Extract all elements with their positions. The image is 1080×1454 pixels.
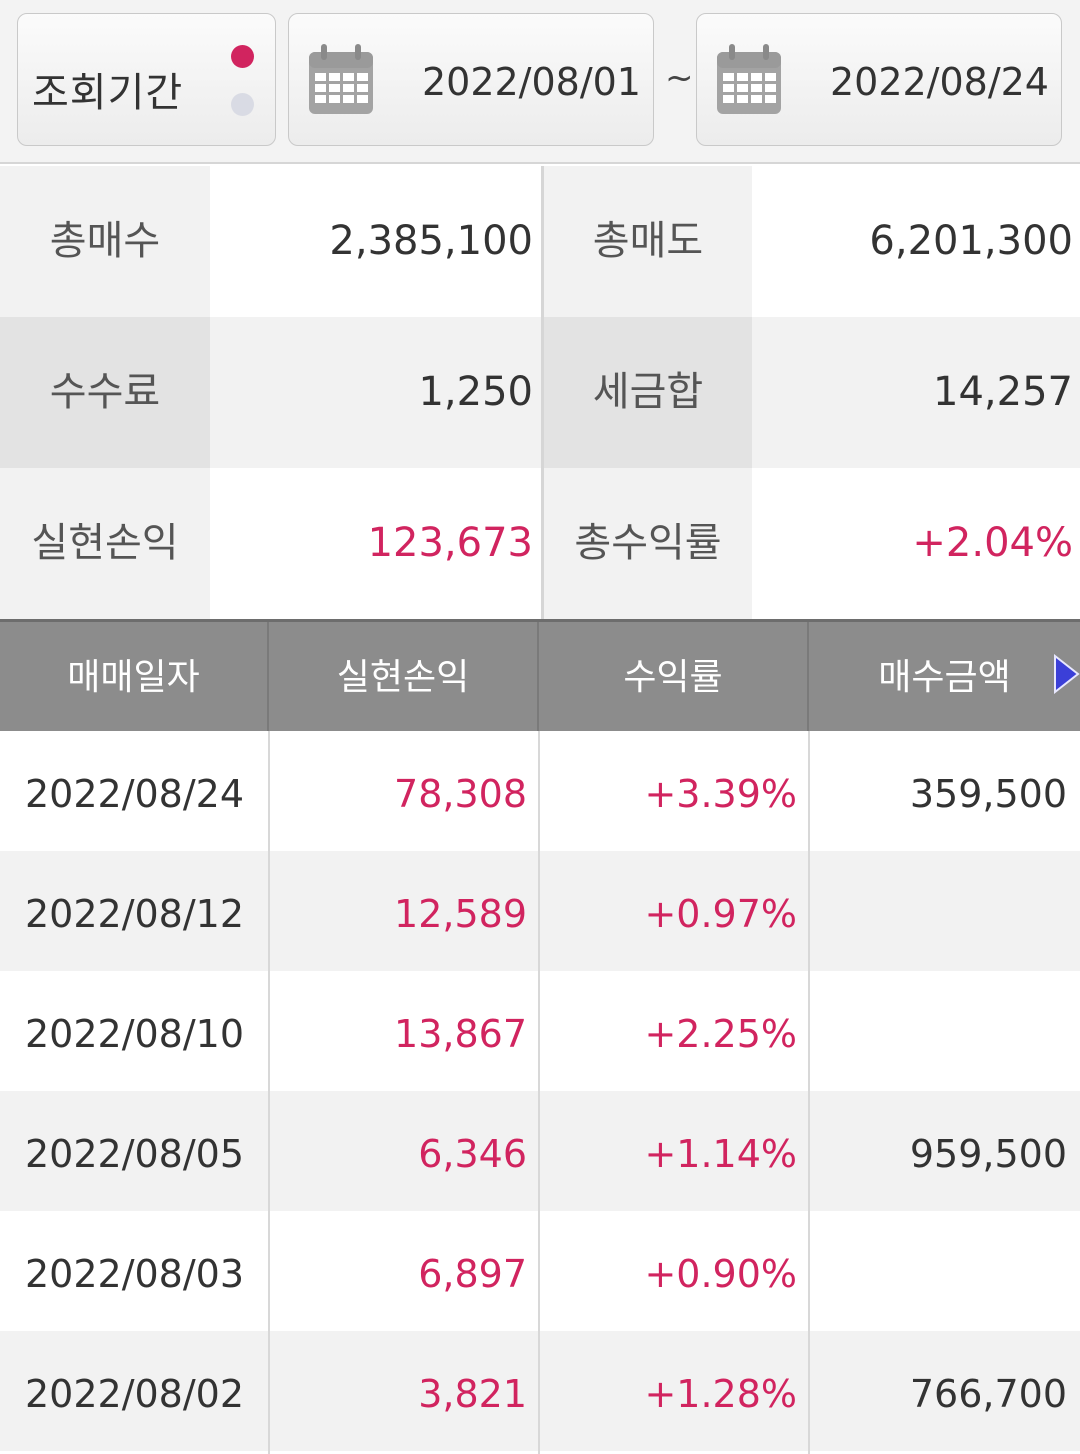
buy-amount: 959,500 [909,1132,1067,1176]
table-row[interactable]: 2022/08/05 6,346 +1.14% 959,500 [0,1091,1080,1211]
date-range-separator: ~ [665,58,694,98]
summary-value: 6,201,300 [869,218,1073,264]
column-divider [268,731,270,1454]
column-divider [808,731,810,1454]
return-rate: +0.97% [644,892,797,936]
buy-amount: 766,700 [909,1372,1067,1416]
end-date-picker[interactable]: 2022/08/24 [696,13,1062,146]
realized-pl: 6,346 [418,1132,527,1176]
summary-grid: 총매수 2,385,100 총매도 6,201,300 수수료 1,250 세금… [0,166,1080,619]
table-row[interactable]: 2022/08/03 6,897 +0.90% [0,1211,1080,1331]
table-row[interactable]: 2022/08/02 3,821 +1.28% 766,700 [0,1331,1080,1451]
summary-row: 수수료 1,250 세금합 14,257 [0,317,1080,468]
trade-date: 2022/08/24 [24,772,245,816]
period-toggle-button[interactable]: 조회기간 [17,13,276,146]
summary-divider [541,166,544,619]
buy-amount: 359,500 [909,772,1067,816]
trade-date: 2022/08/12 [24,892,245,936]
column-header-return-rate[interactable]: 수익률 [539,622,809,731]
period-toggle-active-indicator [231,45,254,68]
trade-date: 2022/08/02 [24,1372,245,1416]
summary-value: 14,257 [933,369,1073,415]
column-divider [538,731,540,1454]
summary-label: 세금합 [592,369,704,415]
period-label: 조회기간 [32,70,184,116]
trade-date: 2022/08/10 [24,1012,245,1056]
realized-pl: 78,308 [394,772,527,816]
column-header-realized-pl[interactable]: 실현손익 [269,622,539,731]
start-date-value: 2022/08/01 [421,60,641,104]
summary-label: 총수익률 [574,520,722,566]
trade-date: 2022/08/03 [24,1252,245,1296]
summary-row: 실현손익 123,673 총수익률 +2.04% [0,468,1080,619]
table-row[interactable]: 2022/08/10 13,867 +2.25% [0,971,1080,1091]
return-rate: +1.28% [644,1372,797,1416]
buy-amount [809,851,1067,971]
summary-value: +2.04% [912,520,1073,566]
summary-row: 총매수 2,385,100 총매도 6,201,300 [0,166,1080,317]
realized-pl: 3,821 [418,1372,527,1416]
summary-value: 123,673 [367,520,533,566]
arrow-right-icon[interactable] [1053,654,1080,694]
calendar-icon [309,44,373,114]
buy-amount [809,1211,1067,1331]
calendar-icon [717,44,781,114]
summary-label: 수수료 [49,369,161,415]
table-row[interactable]: 2022/08/12 12,589 +0.97% [0,851,1080,971]
realized-pl: 12,589 [394,892,527,936]
summary-value: 2,385,100 [329,218,533,264]
summary-label: 총매수 [49,218,161,264]
column-header-trade-date[interactable]: 매매일자 [0,622,269,731]
return-rate: +1.14% [644,1132,797,1176]
return-rate: +3.39% [644,772,797,816]
return-rate: +0.90% [644,1252,797,1296]
realized-pl: 6,897 [418,1252,527,1296]
return-rate: +2.25% [644,1012,797,1056]
table-row[interactable]: 2022/08/24 78,308 +3.39% 359,500 [0,731,1080,851]
table-header: 매매일자 실현손익 수익률 매수금액 [0,619,1080,731]
summary-label: 실현손익 [31,520,179,566]
summary-label: 총매도 [592,218,704,264]
buy-amount [809,971,1067,1091]
summary-value: 1,250 [418,369,533,415]
period-bar: 조회기간 2022/08/01 ~ [0,0,1080,164]
start-date-picker[interactable]: 2022/08/01 [288,13,654,146]
column-header-buy-amount[interactable]: 매수금액 [878,657,1011,698]
end-date-value: 2022/08/24 [829,60,1049,104]
trade-date: 2022/08/05 [24,1132,245,1176]
period-toggle-inactive-indicator [231,93,254,116]
realized-pl: 13,867 [394,1012,527,1056]
